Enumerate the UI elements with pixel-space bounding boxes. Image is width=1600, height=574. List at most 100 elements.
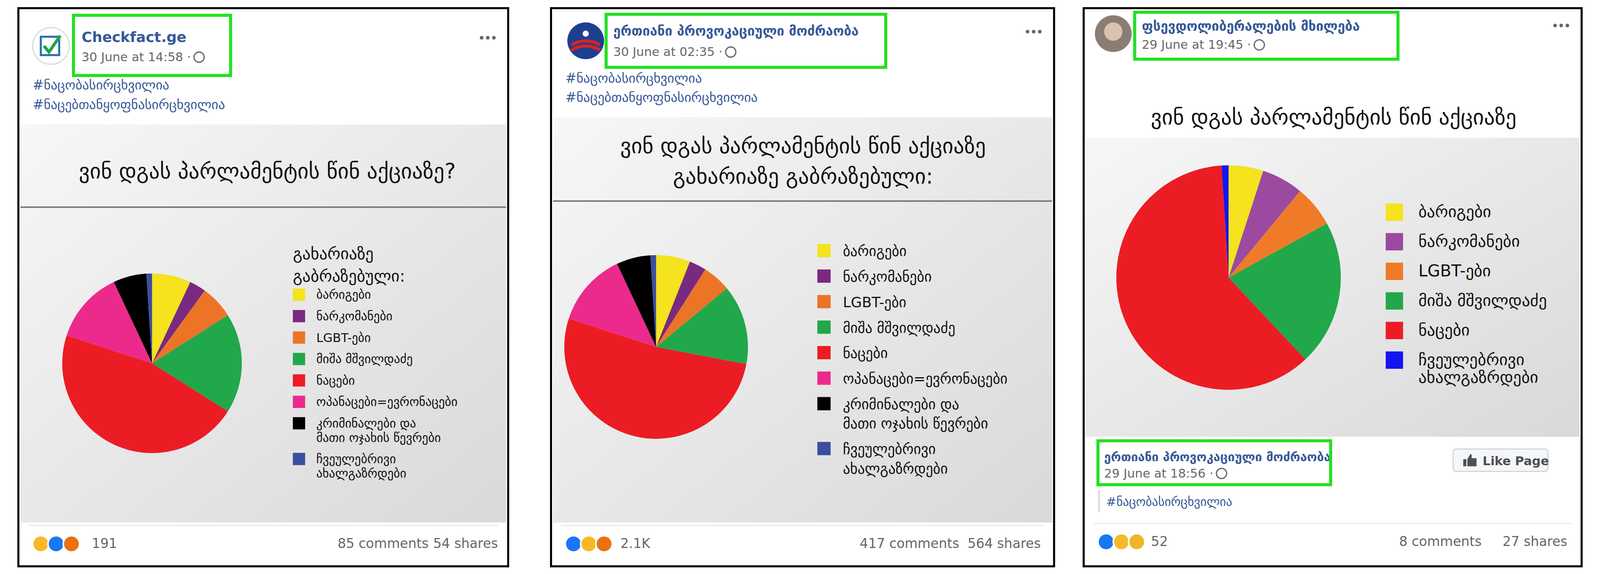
legend-swatch [817, 371, 831, 385]
legend-swatch [292, 288, 306, 301]
legend-label: ოპანაცები=ევრონაცები [316, 394, 458, 409]
legend-label: ნაცები [316, 373, 355, 388]
avatar-circle [1094, 15, 1132, 52]
legend-label-line: ჩვეულებრივი [316, 452, 396, 466]
pie [564, 255, 748, 439]
legend-title: გახარიაზეგაბრაზებული: [292, 244, 406, 286]
reaction-icon [48, 535, 65, 552]
chart-background [553, 117, 1052, 523]
comment-count: 417 comments [859, 535, 960, 552]
legend-swatch [1385, 322, 1403, 340]
legend-label: ნარკომანები [1418, 231, 1520, 251]
reaction-icon [580, 535, 598, 552]
more-dot [486, 36, 490, 40]
avatar [567, 22, 604, 60]
hashtag: #ნაცობასირცხვილია [565, 70, 702, 86]
legend-label-line: ახალგაზრდები [316, 466, 407, 481]
legend-title-line: გახარიაზე [292, 244, 374, 264]
legend-label: LGBT-ები [1418, 261, 1491, 281]
legend-label: ბარიგები [842, 242, 907, 260]
share-count: 564 shares [967, 535, 1041, 552]
comment-count: 85 comments [337, 535, 429, 552]
legend-label: ნარკომანები [316, 309, 393, 324]
legend-label: LGBT-ები [842, 294, 907, 311]
avatar-circle [567, 22, 604, 60]
avatar-stripes [571, 40, 600, 50]
legend-swatch [292, 352, 306, 366]
more-dot [479, 36, 484, 40]
avatar-face [1104, 22, 1123, 41]
more-dot [1559, 23, 1563, 28]
legend-swatch [1385, 233, 1403, 251]
avatar [32, 27, 70, 65]
pie [62, 273, 242, 454]
legend-swatch [1385, 262, 1403, 280]
pie-slice [617, 255, 657, 347]
legend-label: ჩვეულებრივიახალგაზრდები [316, 452, 407, 481]
avatar-check [44, 35, 61, 52]
legend-swatch [292, 417, 306, 430]
avatar [1094, 15, 1132, 52]
footer-rule [561, 525, 1044, 527]
legend-label: ოპანაცები=ევრონაცები [842, 370, 1008, 388]
legend-label: ბარიგები [316, 287, 372, 302]
legend-label-line: ჩვეულებრივი [842, 440, 936, 458]
shared-time: 29 June at 18:56 · [1104, 466, 1214, 481]
chart-title: ვინ დგას პარლამენტის წინ აქციაზე? [78, 158, 456, 184]
legend-label: ჩვეულებრივიახალგაზრდები [842, 440, 948, 477]
legend-swatch [817, 295, 831, 309]
post-frame [18, 8, 508, 566]
globe-icon [1254, 39, 1265, 50]
reaction-count: 52 [1151, 533, 1168, 550]
title-band [1085, 67, 1580, 138]
post-time: 30 June at 02:35 · [613, 44, 723, 59]
legend-label: მიშა მშვილდაძე [1418, 290, 1547, 310]
legend-label: LGBT-ები [316, 330, 371, 345]
reaction-icon [596, 535, 613, 552]
post: Checkfact.ge 30 June at 14:58 · #ნაცობასირ… [18, 8, 508, 566]
globe-icon [725, 46, 736, 58]
pie [1116, 165, 1341, 390]
title-rule [20, 206, 506, 208]
reaction-icon [1098, 533, 1115, 550]
legend-swatch [1385, 292, 1403, 310]
legend-title-line: გაბრაზებული: [292, 266, 406, 286]
more-dot [1038, 29, 1042, 34]
page: Checkfact.ge 30 June at 14:58 · #ნაცობასირ… [0, 0, 1600, 574]
legend-swatch [1385, 203, 1403, 221]
legend-label-line: ახალგაზრდები [1418, 367, 1539, 387]
legend-swatch [817, 244, 831, 258]
avatar-star [582, 30, 589, 37]
like-icon [1463, 454, 1477, 467]
share-count: 27 shares [1502, 533, 1568, 550]
highlight-box [1134, 12, 1398, 60]
hashtag: #ნაცებთანყოფნასირცხვილია [565, 89, 758, 106]
post-time: 29 June at 19:45 · [1142, 37, 1252, 52]
reaction-icon [63, 535, 80, 552]
legend-label: ნაცები [842, 344, 888, 362]
legend-label: ნარკომანები [842, 268, 932, 286]
screenshot: Checkfact.ge 30 June at 14:58 · #ნაცობასირ… [18, 8, 1582, 566]
post: ფსევდოლიბერალების მხილება 29 June at 19:4… [1083, 8, 1582, 566]
legend-label: ნაცები [1418, 320, 1470, 340]
pie-slice [114, 273, 153, 364]
reaction-icon [1113, 533, 1130, 550]
legend-label-line: კრიმინალები და [316, 416, 416, 431]
legend-label: კრიმინალები დამათი ოჯახის წევრები [316, 416, 441, 445]
reaction-icon [565, 535, 582, 552]
reaction-count: 191 [92, 535, 118, 552]
hashtag: #ნაცობასირცხვილია [32, 77, 170, 93]
post: ერთიანი პროვოკაციული მოძრაობა30 June at … [551, 8, 1055, 566]
chart-title: ვინ დგას პარლამენტის წინ აქციაზე [1150, 104, 1517, 130]
legend-swatch [292, 310, 306, 323]
legend-swatch [292, 374, 306, 387]
highlight-box [606, 14, 886, 68]
reaction-icon [32, 535, 50, 552]
highlight-box [73, 15, 231, 76]
post-time: 30 June at 14:58 · [81, 50, 191, 64]
shared-page-name: ერთიანი პროვოკაციული მოძრაობა [1104, 450, 1331, 464]
page-name: ფსევდოლიბერალების მხილება [1142, 18, 1360, 34]
comment-count: 8 comments [1399, 533, 1482, 550]
more-dot [492, 36, 496, 40]
page-name: Checkfact.ge [81, 28, 187, 46]
